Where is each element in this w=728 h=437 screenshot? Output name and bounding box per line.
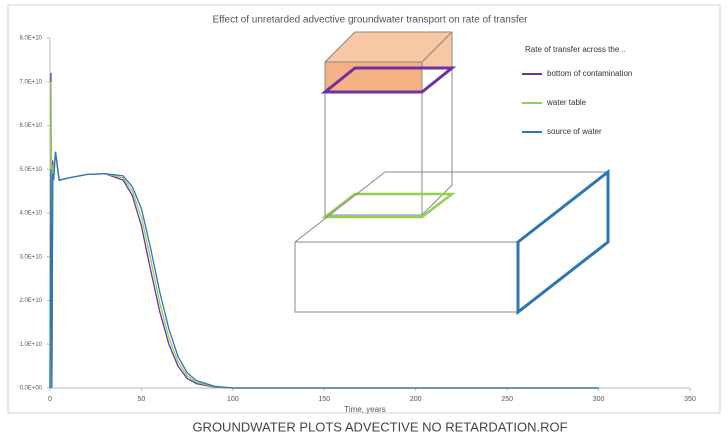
y-tick-label: 5.0E+10 (19, 167, 42, 173)
y-tick-label: 3.0E+10 (19, 254, 42, 260)
x-tick-label: 50 (138, 396, 146, 403)
x-tick-label: 200 (410, 396, 422, 403)
y-tick-label: 6.0E+10 (19, 123, 42, 129)
legend-label: bottom of contamination (547, 69, 632, 78)
x-tick-label: 250 (501, 396, 513, 403)
x-tick-label: 0 (48, 396, 52, 403)
y-tick-label: 4.0E+10 (19, 211, 42, 217)
y-tick-label: 0.0E+00 (19, 386, 42, 392)
y-tick-label: 7.0E+10 (19, 79, 42, 85)
chart-title: Effect of unretarded advective groundwat… (213, 15, 529, 26)
x-tick-label: 350 (684, 396, 696, 403)
legend-label: source of water (547, 127, 602, 136)
x-tick-label: 100 (227, 396, 239, 403)
y-tick-label: 2.0E+10 (19, 298, 42, 304)
y-tick-label: 8.0E+10 (19, 36, 42, 42)
caption: GROUNDWATER PLOTS ADVECTIVE NO RETARDATI… (192, 419, 567, 434)
y-tick-label: 1.0E+10 (19, 342, 42, 348)
x-tick-label: 300 (593, 396, 605, 403)
legend-title: Rate of transfer across the .. (525, 45, 626, 54)
x-axis-title: Time, years (344, 405, 386, 414)
chart: Effect of unretarded advective groundwat… (0, 0, 728, 437)
legend-label: water table (546, 98, 587, 107)
x-tick-label: 150 (318, 396, 330, 403)
